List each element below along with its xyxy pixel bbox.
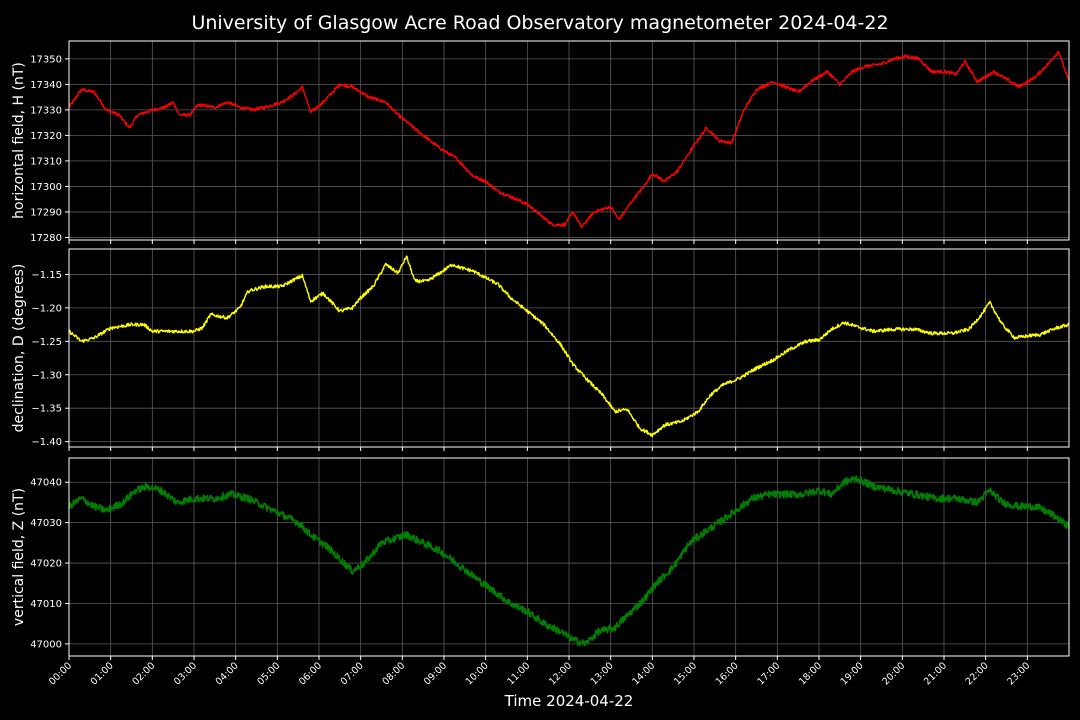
y-tick-label: 17320 xyxy=(30,131,62,142)
y-tick-label: −1.25 xyxy=(31,337,62,348)
y-axis-label: vertical field, Z (nT) xyxy=(11,488,27,626)
y-tick-label: −1.20 xyxy=(31,303,62,314)
y-tick-label: −1.15 xyxy=(31,270,62,281)
y-tick-label: 17310 xyxy=(30,156,62,167)
y-tick-label: 47030 xyxy=(30,518,62,529)
y-tick-label: −1.40 xyxy=(31,437,62,448)
series-line xyxy=(68,475,1070,647)
y-tick-label: 47020 xyxy=(30,559,62,570)
y-tick-label: 17340 xyxy=(30,80,62,91)
y-tick-label: 17330 xyxy=(30,105,62,116)
panel-2: −1.15 −1.20 −1.25 −1.30 −1.35 −1.40 declinatio… xyxy=(11,248,1070,451)
chart-title: University of Glasgow Acre Road Observat… xyxy=(191,12,888,34)
y-tick-label: 47010 xyxy=(30,599,62,610)
y-tick-label: 17300 xyxy=(30,182,62,193)
panel-1: 17280 17290 17300 17310 17320 17330 17340 17350… xyxy=(11,40,1070,244)
y-tick-label: 17290 xyxy=(30,207,62,218)
y-axis-label: declination, D (degrees) xyxy=(11,264,27,433)
y-axis-label: horizontal field, H (nT) xyxy=(11,62,27,219)
y-tick-label: −1.30 xyxy=(31,370,62,381)
y-tick-label: 17350 xyxy=(30,54,62,65)
x-axis-label: Time 2024-04-22 xyxy=(504,692,634,710)
y-tick-label: 47040 xyxy=(30,478,62,489)
y-tick-label: 17280 xyxy=(30,233,62,244)
y-tick-label: 47000 xyxy=(30,639,62,650)
series-line xyxy=(68,255,1070,438)
series-line xyxy=(68,50,1070,228)
y-tick-label: −1.35 xyxy=(31,404,62,415)
